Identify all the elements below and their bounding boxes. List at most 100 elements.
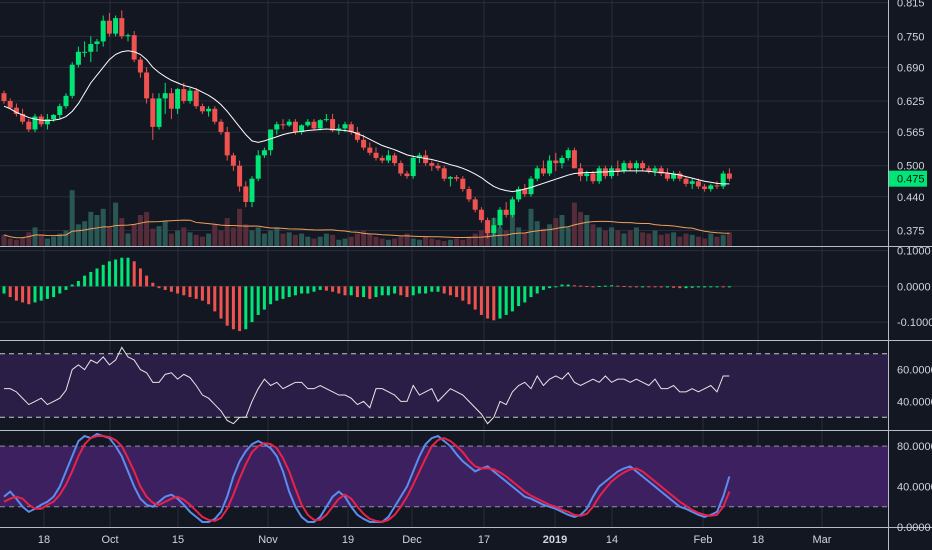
- candle-down: [683, 178, 689, 184]
- volume-bar: [435, 239, 441, 246]
- volume-bar: [187, 232, 193, 246]
- candle-down: [26, 121, 32, 130]
- candle-up: [162, 93, 168, 99]
- macd-histogram-bar: [727, 286, 731, 288]
- macd-histogram-bar: [430, 286, 434, 292]
- candle-down: [243, 186, 249, 202]
- candle-up: [187, 90, 193, 101]
- macd-histogram-bar: [76, 280, 80, 287]
- macd-histogram-bar: [21, 286, 25, 303]
- candle-up: [32, 116, 38, 130]
- candle-down: [472, 199, 478, 210]
- candle-up: [113, 18, 119, 34]
- time-axis-label: 14: [606, 534, 618, 546]
- time-axis-label: Feb: [694, 534, 713, 546]
- stochastic-lines: [3, 432, 731, 523]
- candle-up: [317, 120, 323, 129]
- price-tick-label: 0.625: [897, 96, 925, 108]
- macd-histogram-bar: [207, 286, 211, 305]
- macd-histogram-bar: [541, 286, 545, 290]
- macd-histogram-bar: [145, 275, 149, 287]
- volume-bar: [193, 234, 199, 246]
- volume-bar: [69, 190, 75, 246]
- price-axis[interactable]: 0.815 0.750 0.690 0.625 0.565 0.500 0.440 0.375…: [889, 0, 932, 534]
- macd-histogram-bar: [114, 259, 118, 287]
- volume-bar: [131, 224, 137, 246]
- macd-histogram-bar: [138, 268, 142, 287]
- candle-up: [88, 44, 94, 52]
- macd-histogram-bar: [591, 286, 595, 288]
- candle-down: [218, 121, 224, 133]
- volume-bar: [63, 230, 69, 246]
- volume-bar: [671, 232, 677, 246]
- rsi-band: [0, 353, 888, 418]
- macd-histogram-bar: [368, 286, 372, 299]
- volume-bar: [392, 238, 398, 246]
- macd-histogram-bar: [107, 261, 111, 287]
- volume-bar: [292, 234, 298, 246]
- candle-down: [553, 160, 559, 164]
- candle-down: [540, 168, 546, 174]
- macd-histogram-bar: [281, 286, 285, 299]
- price-tick-label: 0.500: [897, 161, 925, 173]
- macd-histogram-bar: [678, 286, 682, 289]
- macd-histogram-bar: [262, 286, 266, 310]
- macd-histogram-bar: [95, 268, 99, 287]
- candle-down: [646, 168, 652, 171]
- macd-histogram-bar: [269, 286, 273, 305]
- volume-bar: [268, 230, 274, 246]
- stochastic-tick-label: 0.0000: [897, 522, 931, 534]
- macd-histogram-bar: [2, 286, 6, 294]
- macd-histogram-bar: [659, 286, 663, 288]
- volume-bar: [156, 226, 162, 246]
- macd-histogram-bar: [647, 286, 651, 288]
- candle-down: [460, 178, 466, 190]
- time-axis[interactable]: 18 Oct 15 Nov 19 Dec 17 2019 14 Feb 18 Mar: [38, 534, 832, 546]
- macd-histogram-bar: [157, 286, 161, 289]
- macd-histogram-bar: [213, 286, 217, 312]
- volume-bar: [522, 232, 528, 246]
- candle-up: [447, 177, 453, 179]
- macd-histogram-bar: [690, 286, 694, 288]
- macd-histogram: [2, 257, 731, 332]
- candle-down: [311, 121, 317, 129]
- volume-bar: [547, 224, 553, 246]
- candle-up: [44, 119, 50, 125]
- candle-down: [658, 168, 664, 174]
- candle-up: [63, 95, 69, 107]
- volume-bar: [280, 233, 286, 246]
- macd-histogram-bar: [554, 286, 558, 288]
- macd-histogram-bar: [337, 286, 341, 294]
- candle-up: [255, 155, 261, 179]
- rsi-tick-label: 60.0000: [897, 365, 932, 377]
- volume-bar: [249, 230, 255, 246]
- volume-bar: [373, 236, 379, 246]
- volume-bar: [137, 215, 143, 246]
- candle-up: [689, 181, 695, 184]
- candle-up: [609, 168, 615, 177]
- candle-up: [528, 178, 534, 195]
- macd-histogram-bar: [343, 286, 347, 296]
- candle-up: [206, 108, 212, 112]
- macd-histogram-bar: [318, 286, 322, 290]
- volume-bar: [720, 234, 726, 246]
- volume-bar: [32, 227, 38, 246]
- volume-bar: [410, 238, 416, 246]
- volume-bar: [367, 233, 373, 246]
- candle-up: [249, 178, 255, 202]
- macd-histogram-bar: [665, 286, 669, 288]
- moving-averages: [3, 50, 730, 239]
- volume-bar: [404, 233, 410, 246]
- candle-up: [268, 129, 274, 151]
- volume-bar: [454, 238, 460, 246]
- macd-histogram-bar: [52, 286, 56, 298]
- time-axis-label: 19: [342, 534, 354, 546]
- volume-bar: [689, 234, 695, 246]
- volume-bar: [677, 236, 683, 246]
- candle-down: [398, 163, 404, 174]
- candle-down: [503, 209, 509, 215]
- candle-down: [354, 132, 360, 140]
- candle-up: [410, 157, 416, 177]
- macd-histogram-bar: [510, 286, 514, 312]
- candle-down: [13, 107, 19, 114]
